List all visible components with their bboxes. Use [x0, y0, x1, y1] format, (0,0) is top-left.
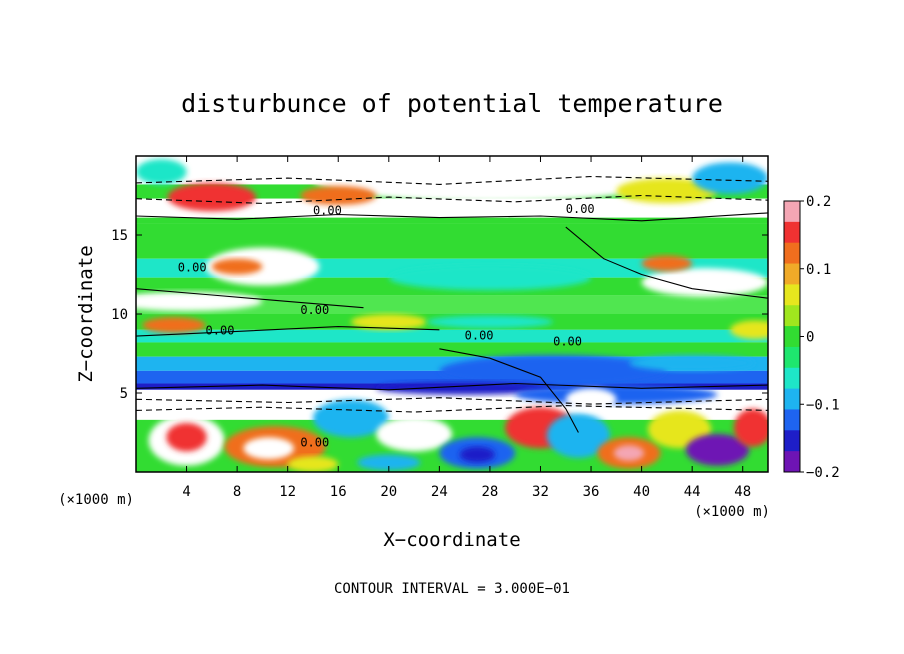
field-band-3	[136, 217, 768, 224]
colorbar-segment	[784, 263, 800, 285]
x-tick-label: 48	[734, 484, 751, 500]
contour-interval-note: CONTOUR INTERVAL = 3.000E−01	[334, 581, 570, 597]
colorbar-segment	[784, 326, 800, 348]
colorbar: 0.2 0.1 0 −0.1 −0.2	[783, 194, 840, 481]
contour-label: 0.00	[206, 324, 235, 338]
x-tick-label: 28	[481, 484, 498, 500]
colorbar-segment	[784, 451, 800, 473]
colorbar-tick-label: 0.1	[806, 262, 831, 278]
contour-lines: 0.00 0.00 0.00 0.00 0.00 0.00 0.00 0.00	[136, 175, 768, 450]
field-band-2	[136, 198, 768, 218]
field-blob-8	[388, 265, 592, 291]
field-blob-12	[142, 317, 206, 333]
contour-line-9	[439, 348, 579, 433]
x-tick-label: 24	[431, 484, 448, 500]
contour-label: 0.00	[300, 436, 329, 450]
contour-line-4	[136, 397, 768, 405]
contour-line-3	[136, 382, 768, 391]
field-blob-35	[357, 454, 421, 471]
x-tick-label: 20	[380, 484, 397, 500]
x-axis-ticks: 4 8 12 16 20 24 28 32 36 40 44 48	[182, 156, 751, 500]
contour-line-7	[136, 326, 440, 337]
contour-label: 0.00	[553, 335, 582, 349]
colorbar-tick-label: 0	[806, 330, 814, 346]
field-blob-21	[166, 423, 207, 452]
field-blob-18	[376, 381, 554, 395]
contour-label: 0.00	[178, 260, 207, 274]
x-axis-unit: (×1000 m)	[694, 504, 770, 520]
colorbar-segment	[784, 284, 800, 306]
x-tick-label: 32	[532, 484, 549, 500]
x-tick-label: 8	[233, 484, 241, 500]
field-blob-17	[628, 355, 756, 371]
contour-label: 0.00	[566, 202, 595, 216]
field-blob-31	[613, 445, 645, 461]
field-blob-5	[136, 159, 187, 185]
colorbar-tick-label: 0.2	[806, 194, 831, 210]
contour-label: 0.00	[465, 328, 494, 342]
field-blob-7	[211, 258, 263, 275]
y-tick-label: 5	[120, 386, 128, 402]
field-blob-10	[641, 255, 693, 272]
field-blob-3	[616, 178, 718, 204]
colorbar-segment	[784, 201, 800, 223]
field-band-7	[136, 295, 768, 314]
x-tick-label: 4	[182, 484, 190, 500]
y-axis-unit: (×1000 m)	[58, 492, 134, 508]
field-blob-29	[546, 413, 611, 458]
colorbar-segment	[784, 305, 800, 327]
colorbar-segment	[784, 409, 800, 431]
field-blob-0	[312, 157, 667, 202]
x-tick-label: 36	[583, 484, 600, 500]
x-tick-label: 40	[633, 484, 650, 500]
field-blob-9	[641, 268, 768, 297]
field-blob-36	[287, 456, 339, 472]
y-tick-label: 10	[111, 307, 128, 323]
field-blob-16	[439, 355, 667, 387]
x-axis-label: X−coordinate	[383, 529, 520, 551]
field-band-10	[136, 342, 768, 357]
field-band-15	[136, 407, 768, 420]
field-blob-2	[300, 186, 377, 205]
colorbar-segment	[784, 346, 800, 369]
contour-line-5	[136, 405, 768, 413]
field-blob-37	[565, 388, 617, 411]
field-blob-4	[692, 162, 768, 194]
colorbar-segment	[784, 367, 800, 390]
contour-line-6	[136, 288, 364, 309]
colorbar-segment	[784, 388, 800, 410]
contour-line-2	[136, 175, 768, 185]
chart-title: disturbunce of potential temperature	[181, 89, 723, 118]
field-blob-11	[136, 291, 263, 311]
contour-line-1	[136, 194, 768, 204]
heatmap-field	[136, 156, 768, 472]
x-tick-label: 16	[330, 484, 347, 500]
colorbar-segment	[784, 242, 800, 265]
contour-label: 0.00	[313, 203, 342, 217]
contour-line-8	[565, 226, 768, 299]
x-tick-label: 12	[279, 484, 296, 500]
field-blob-23	[243, 437, 294, 460]
y-axis-label: Z−coordinate	[75, 245, 97, 382]
y-axis-ticks: 5 10 15	[111, 228, 768, 402]
field-blob-13	[350, 314, 427, 330]
field-blob-25	[376, 416, 452, 452]
field-blob-33	[685, 434, 750, 466]
x-tick-label: 44	[684, 484, 701, 500]
colorbar-segment	[784, 221, 800, 244]
contour-line-0	[136, 212, 768, 222]
field-band-9	[136, 329, 768, 343]
field-blob-1	[167, 182, 257, 212]
field-blob-24	[312, 399, 389, 438]
colorbar-tick-label: −0.2	[806, 465, 840, 481]
field-blob-34	[733, 408, 768, 447]
colorbar-tick-label: −0.1	[806, 397, 840, 413]
field-blob-27	[459, 446, 495, 463]
colorbar-segment	[784, 430, 800, 452]
contour-label: 0.00	[300, 303, 329, 317]
field-blob-15	[730, 320, 768, 340]
field-blob-14	[426, 315, 554, 329]
y-tick-label: 15	[111, 228, 128, 244]
